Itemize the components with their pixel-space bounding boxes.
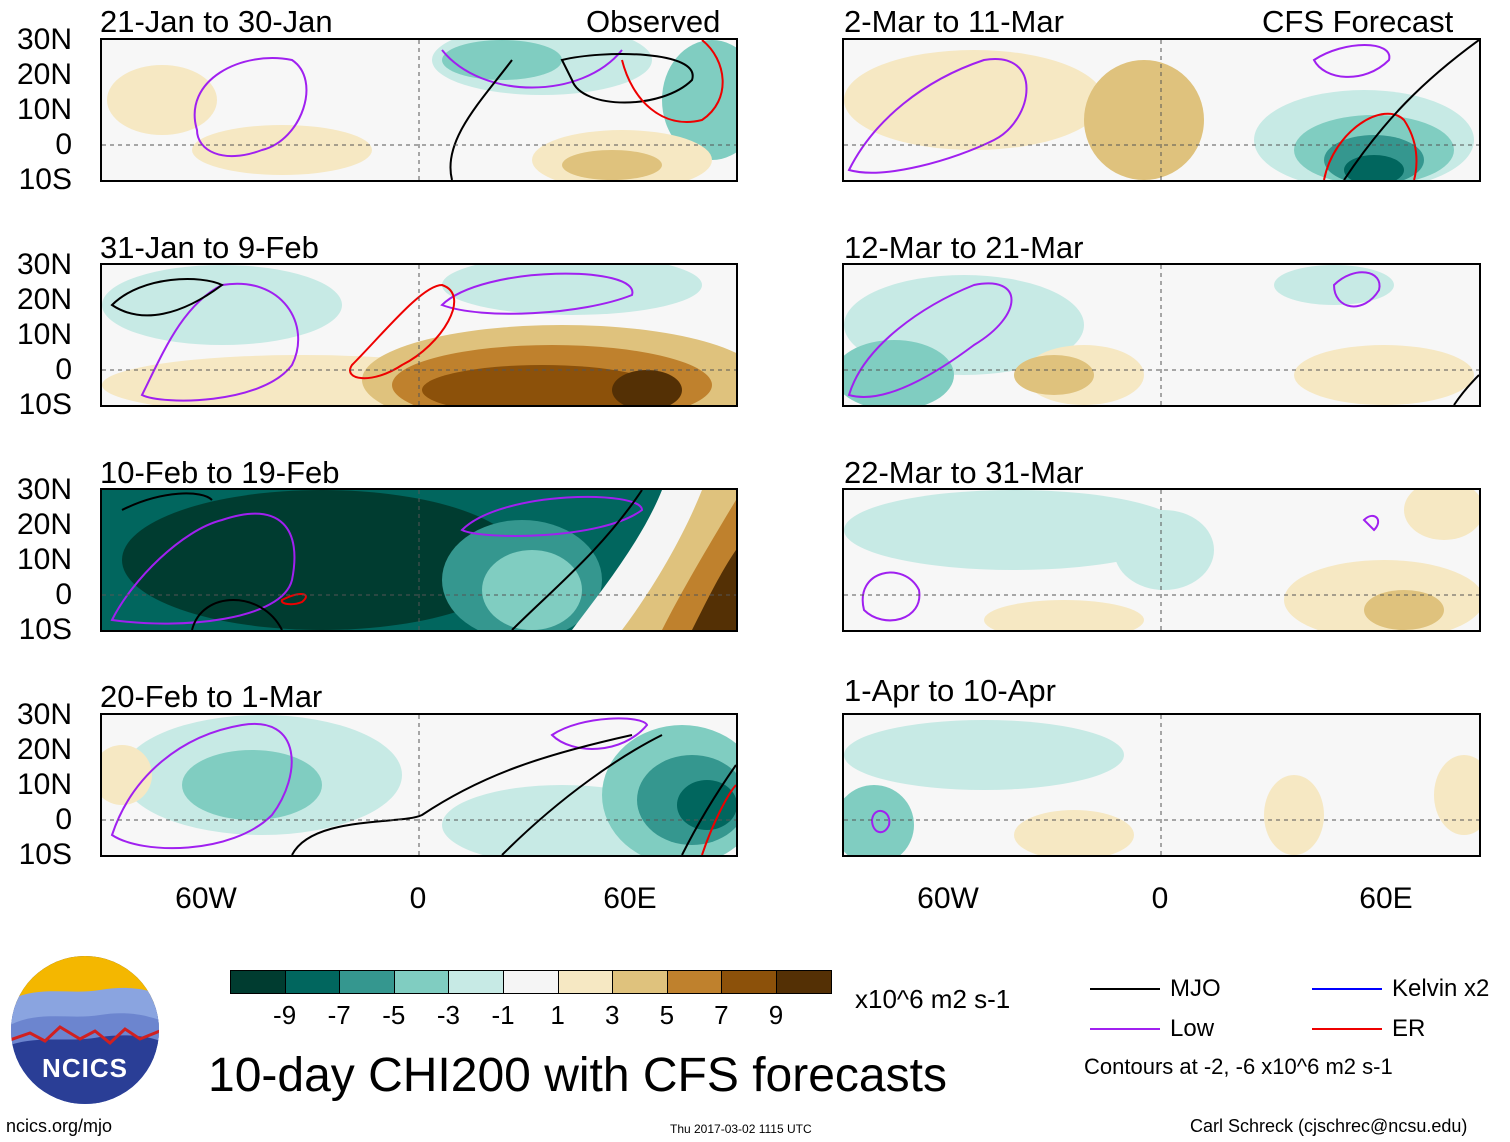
y-tick-label: 10N <box>16 768 72 801</box>
y-tick-label: 0 <box>55 578 72 611</box>
y-tick-label: 10S <box>18 388 72 421</box>
observed-label: Observed <box>586 4 721 39</box>
panel-2-title: 31-Jan to 9-Feb <box>100 230 319 265</box>
y-tick-label: 0 <box>55 803 72 836</box>
legend-kelvin-label: Kelvin x2 <box>1392 975 1490 1002</box>
panel-7-title: 22-Mar to 31-Mar <box>844 455 1084 490</box>
y-tick-label: 10S <box>18 838 72 871</box>
x-tick-0-right: 0 <box>1151 882 1169 915</box>
map-panel-2 <box>100 263 738 407</box>
colorbar-swatch <box>393 970 450 994</box>
colorbar-label: 3 <box>604 1000 620 1030</box>
panel-5-title: 2-Mar to 11-Mar <box>844 4 1064 39</box>
legend-mjo-label: MJO <box>1170 975 1221 1002</box>
panel-8-title: 1-Apr to 10-Apr <box>844 673 1056 708</box>
map-panel-1 <box>100 38 738 182</box>
y-tick-label: 0 <box>55 353 72 386</box>
colorbar-units: x10^6 m2 s-1 <box>855 984 1011 1014</box>
colorbar-swatch <box>612 970 668 994</box>
colorbar-swatch <box>448 970 504 994</box>
x-tick-60w-right: 60W <box>917 882 979 915</box>
panel-4-title: 20-Feb to 1-Mar <box>100 679 323 714</box>
legend-contours-note: Contours at -2, -6 x10^6 m2 s-1 <box>1084 1054 1393 1079</box>
x-tick-60e-left: 60E <box>603 882 657 915</box>
map-panel-5 <box>842 38 1481 182</box>
y-tick-label: 10S <box>18 163 72 196</box>
colorbar-label: 7 <box>714 1000 729 1030</box>
y-tick-label: 30N <box>16 23 72 56</box>
colorbar-label: 5 <box>659 1000 675 1030</box>
map-panel-7 <box>842 488 1481 632</box>
panel-6-title: 12-Mar to 21-Mar <box>844 230 1084 265</box>
panel-1-title: 21-Jan to 30-Jan <box>100 4 333 39</box>
legend-low-label: Low <box>1170 1015 1215 1042</box>
y-tick-label: 10S <box>18 613 72 646</box>
x-tick-0-left: 0 <box>409 882 427 915</box>
colorbar-label: -1 <box>491 1000 515 1030</box>
y-tick-label: 10N <box>16 93 72 126</box>
colorbar-swatch <box>721 970 777 994</box>
colorbar-swatch <box>776 970 832 994</box>
panel-3-title: 10-Feb to 19-Feb <box>100 455 340 490</box>
colorbar-swatch <box>284 970 341 994</box>
legend-er-line <box>1312 1028 1382 1030</box>
figure-title: 10-day CHI200 with CFS forecasts <box>208 1049 947 1102</box>
colorbar-label: 9 <box>768 1000 784 1030</box>
logo-text: NCICS <box>42 1053 128 1083</box>
legend-er-label: ER <box>1392 1015 1426 1042</box>
legend-kelvin-line <box>1312 988 1382 990</box>
y-tick-label: 20N <box>16 58 72 91</box>
footer-url: ncics.org/mjo <box>6 1116 113 1136</box>
ncics-logo: NCICS <box>10 955 160 1105</box>
legend-low-line <box>1090 1028 1160 1030</box>
colorbar-swatch <box>230 970 286 994</box>
x-tick-60w-left: 60W <box>175 882 237 915</box>
y-tick-label: 10N <box>16 543 72 576</box>
map-panel-8 <box>842 713 1481 857</box>
y-tick-label: 10N <box>16 318 72 351</box>
colorbar-label: -7 <box>327 1000 351 1030</box>
y-tick-label: 30N <box>16 248 72 281</box>
footer-timestamp: Thu 2017-03-02 1115 UTC <box>670 1122 812 1136</box>
legend-mjo-line <box>1090 988 1160 990</box>
colorbar-label: -5 <box>382 1000 406 1030</box>
y-tick-label: 20N <box>16 508 72 541</box>
colorbar-swatch <box>666 970 723 994</box>
map-panel-3 <box>100 488 738 632</box>
y-tick-label: 30N <box>16 473 72 506</box>
colorbar-swatch <box>339 970 395 994</box>
cfs-forecast-label: CFS Forecast <box>1262 4 1454 39</box>
x-tick-60e-right: 60E <box>1359 882 1413 915</box>
y-tick-label: 20N <box>16 283 72 316</box>
colorbar-swatch <box>557 970 614 994</box>
colorbar-swatch <box>503 970 559 994</box>
colorbar-label: -9 <box>273 1000 297 1030</box>
colorbar-label: 1 <box>550 1000 565 1030</box>
footer-author: Carl Schreck (cjschrec@ncsu.edu) <box>1190 1116 1468 1136</box>
colorbar-label: -3 <box>436 1000 460 1030</box>
y-tick-label: 30N <box>16 698 72 731</box>
y-tick-label: 20N <box>16 733 72 766</box>
y-tick-label: 0 <box>55 128 72 161</box>
map-panel-4 <box>100 713 738 857</box>
map-panel-6 <box>842 263 1481 407</box>
